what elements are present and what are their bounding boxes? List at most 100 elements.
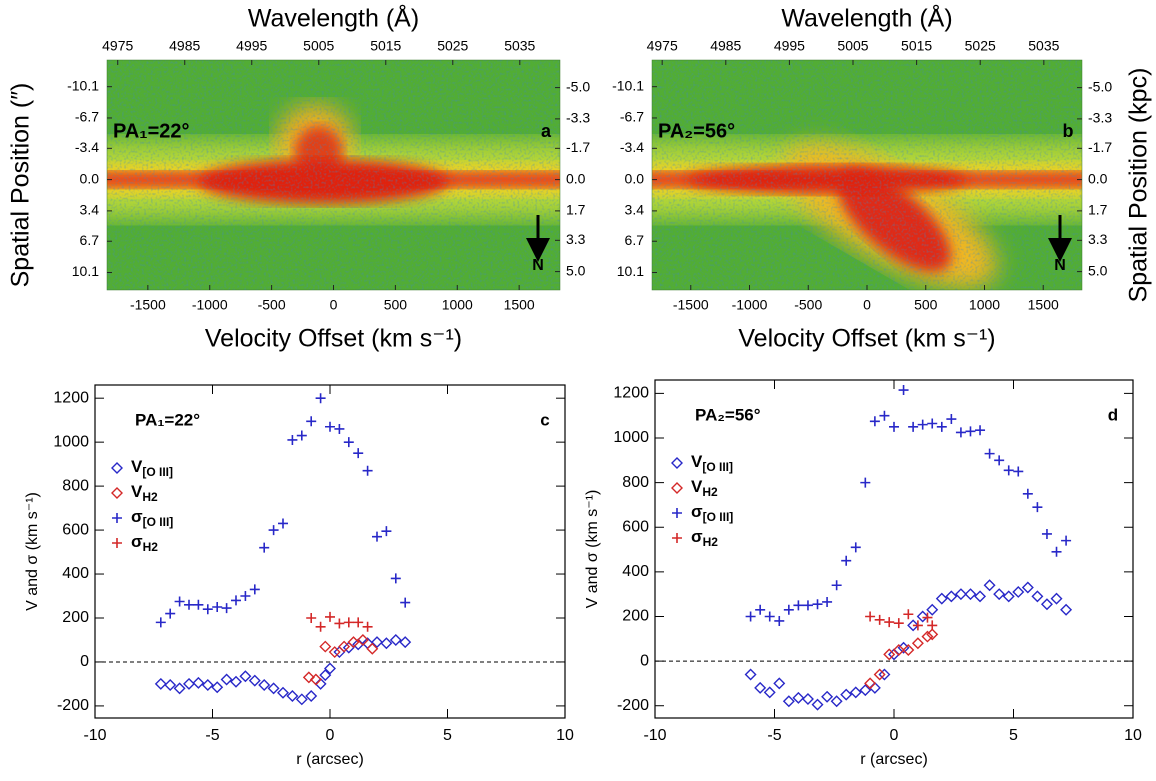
y2-tick-label: 3.3 <box>1088 231 1108 247</box>
legend-label: VH2 <box>131 482 158 504</box>
diamond-marker <box>902 643 915 656</box>
x-axis-label: Velocity Offset (km s⁻¹) <box>205 325 462 353</box>
diamond-marker <box>371 636 383 649</box>
y-tick-label: 1000 <box>613 429 649 446</box>
plus-marker <box>946 414 957 425</box>
plus-marker <box>325 611 335 622</box>
x-tick-label: 10 <box>1124 727 1142 744</box>
y2-tick-label: 5.0 <box>1088 262 1108 278</box>
diamond-marker <box>267 682 280 695</box>
diamond-marker <box>154 677 167 690</box>
x2-tick-label: 4995 <box>236 38 267 54</box>
y2-axis-label: Spatial Position (kpc) <box>1125 68 1153 303</box>
plus-marker <box>381 526 392 537</box>
x-tick-label: 5 <box>443 727 452 744</box>
diamond-marker <box>380 637 393 650</box>
diamond-marker <box>302 671 315 684</box>
diamond-marker <box>286 690 299 703</box>
y-tick-label: 0 <box>640 652 649 669</box>
plus-marker <box>1022 488 1033 499</box>
x-tick-label: 10 <box>556 727 574 744</box>
x-axis-label: r (arcsec) <box>860 751 928 768</box>
diamond-marker <box>983 579 996 592</box>
plus-marker <box>315 621 326 632</box>
panel-letter: d <box>1108 405 1118 424</box>
diamond-marker <box>763 686 776 699</box>
plus-marker <box>306 416 317 427</box>
x-tick-label: 5 <box>1009 727 1018 744</box>
plus-marker <box>879 410 890 421</box>
x-tick-label: -500 <box>794 297 822 313</box>
plus-marker <box>259 542 270 553</box>
diamond-marker <box>830 695 843 708</box>
diamond-marker <box>883 648 896 661</box>
image-noise <box>652 60 1082 290</box>
plus-marker <box>774 615 785 626</box>
x2-tick-label: 5035 <box>504 38 535 54</box>
diamond-marker <box>1031 590 1044 603</box>
diamond-marker <box>389 633 402 646</box>
panel-annotation: PA₁=22° <box>135 410 200 429</box>
diamond-marker <box>328 646 341 659</box>
x-tick-label: -1000 <box>732 297 768 313</box>
plus-marker <box>112 538 122 548</box>
plus-marker <box>802 600 813 611</box>
y2-tick-label: -1.7 <box>1088 139 1112 155</box>
y-tick-label: -3.4 <box>75 139 99 155</box>
plus-marker <box>306 612 317 623</box>
plus-marker <box>672 508 682 518</box>
plus-marker <box>745 611 756 622</box>
plus-marker <box>174 596 185 607</box>
plus-marker <box>975 425 986 436</box>
y-axis-label: V and σ (km s⁻¹) <box>24 492 41 611</box>
y2-tick-label: 0.0 <box>566 170 586 186</box>
x-tick-label: 500 <box>914 297 938 313</box>
diamond-marker <box>305 690 318 703</box>
diamond-marker <box>277 686 289 699</box>
plus-marker <box>755 604 766 615</box>
diamond-marker <box>399 636 412 649</box>
y-tick-label: 800 <box>62 477 89 494</box>
y-tick-label: 0.0 <box>625 170 645 186</box>
plus-marker <box>1061 535 1072 546</box>
x2-tick-label: 5015 <box>901 38 932 54</box>
plus-marker <box>268 525 279 536</box>
x-tick-label: -10 <box>83 727 106 744</box>
plus-marker <box>325 421 335 432</box>
north-label: N <box>1054 257 1066 274</box>
x-tick-label: -5 <box>767 727 781 744</box>
diamond-marker <box>1021 581 1034 594</box>
diamond-marker <box>230 675 242 688</box>
diamond-marker <box>926 603 939 616</box>
x2-tick-label: 5005 <box>303 38 334 54</box>
x-tick-label: 1500 <box>1028 297 1059 313</box>
plus-marker <box>165 608 176 619</box>
y-tick-label: -6.7 <box>75 109 99 125</box>
plus-marker <box>912 620 923 631</box>
y-tick-label: 800 <box>622 474 649 491</box>
plus-marker <box>955 427 966 438</box>
legend-label: V[O III] <box>691 452 733 474</box>
y2-tick-label: -3.3 <box>1088 110 1112 126</box>
x2-tick-label: 5035 <box>1028 38 1059 54</box>
y2-tick-label: -5.0 <box>566 78 590 94</box>
plus-marker <box>908 421 919 432</box>
x2-tick-label: 4975 <box>647 38 678 54</box>
plus-marker <box>1051 546 1062 557</box>
plus-marker <box>984 448 995 459</box>
diamond-marker <box>347 636 360 649</box>
y2-tick-label: 3.3 <box>566 231 586 247</box>
plus-marker <box>889 421 899 432</box>
y-tick-label: -10.1 <box>612 77 644 93</box>
plus-marker <box>353 617 364 628</box>
plus-marker <box>783 604 794 615</box>
x-tick-label: 0 <box>890 727 899 744</box>
x-tick-label: -1000 <box>192 297 228 313</box>
diamond-marker <box>801 693 814 706</box>
diamond-marker <box>295 693 308 706</box>
y2-tick-label: -3.3 <box>566 110 590 126</box>
y-tick-label: 400 <box>622 563 649 580</box>
diamond-marker <box>849 686 862 699</box>
plus-marker <box>850 542 861 553</box>
